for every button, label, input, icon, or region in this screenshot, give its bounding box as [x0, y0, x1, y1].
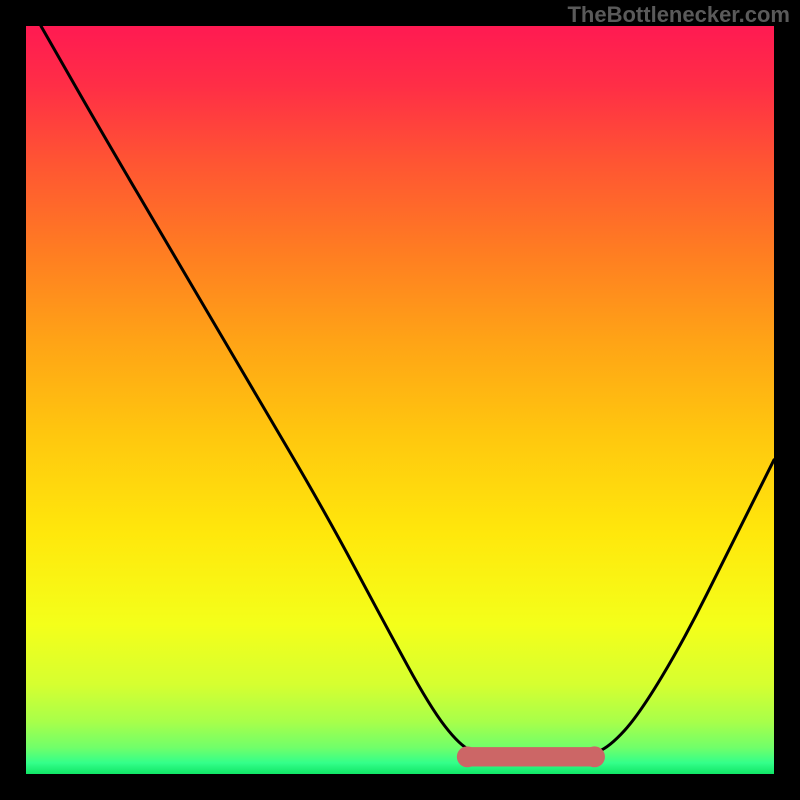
chart-svg: [26, 26, 774, 774]
plot-area: [26, 26, 774, 774]
optimal-range-marker: [457, 746, 605, 767]
chart-container: TheBottlenecker.com: [0, 0, 800, 800]
gradient-background: [26, 26, 774, 774]
watermark-text: TheBottlenecker.com: [567, 2, 790, 28]
